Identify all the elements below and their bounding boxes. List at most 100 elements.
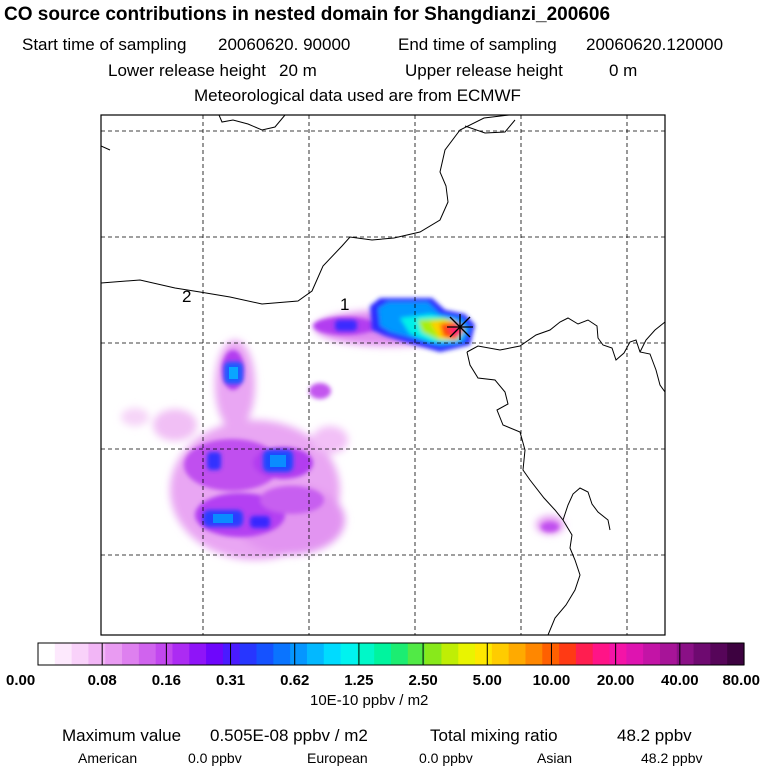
colorbar-swatch <box>592 643 611 665</box>
colorbar-swatch <box>508 643 527 665</box>
coastline <box>639 321 665 353</box>
colorbar-swatch <box>38 643 56 665</box>
coastline <box>562 487 611 531</box>
chart-title: CO source contributions in nested domain… <box>4 4 611 25</box>
graticule <box>101 115 665 635</box>
colorbar-tick-label: 1.25 <box>344 672 373 689</box>
field-region <box>229 367 238 379</box>
colorbar-tick-label: 0.08 <box>88 672 117 689</box>
field-region <box>121 408 149 426</box>
colorbar-tick-label: 80.00 <box>722 672 760 689</box>
colorbar-tick-label: 40.00 <box>661 672 699 689</box>
colorbar-tick-label: 0.62 <box>280 672 309 689</box>
map-panel: 1 2 <box>100 114 666 636</box>
colorbar-swatch <box>727 643 745 665</box>
asian-value: 48.2 ppbv <box>641 750 703 766</box>
colorbar-swatch <box>340 643 358 665</box>
coastlines <box>101 115 665 635</box>
colorbar-swatch <box>206 643 224 665</box>
source-field <box>121 298 564 560</box>
american-value: 0.0 ppbv <box>188 750 242 766</box>
colorbar-tick-label: 2.50 <box>408 672 437 689</box>
colorbar-swatch <box>424 643 443 665</box>
colorbar-swatch <box>559 643 577 665</box>
colorbar-swatch <box>643 643 661 665</box>
coastline <box>218 115 286 131</box>
field-region <box>260 486 324 514</box>
colorbar-swatch <box>693 643 711 665</box>
total-mixing-value: 48.2 ppbv <box>617 726 692 745</box>
total-mixing-label: Total mixing ratio <box>430 726 558 745</box>
colorbar-swatch <box>256 643 274 665</box>
european-label: European <box>307 750 368 766</box>
colorbar-tick-label: 10.00 <box>533 672 571 689</box>
european-value: 0.0 ppbv <box>419 750 473 766</box>
end-time-label: End time of sampling <box>398 35 557 54</box>
coastline <box>466 317 665 393</box>
colorbar-swatch <box>710 643 728 665</box>
colorbar-tick-label: 0.31 <box>216 672 245 689</box>
colorbar-tick-label: 0.16 <box>152 672 181 689</box>
receptor-marker <box>447 314 473 340</box>
colorbar-swatch <box>458 643 476 665</box>
colorbar-swatch <box>491 643 510 665</box>
colorbar-swatch <box>290 643 308 665</box>
start-time-value: 20060620. 90000 <box>218 35 351 54</box>
colorbar-swatch <box>475 643 493 665</box>
field-region <box>312 426 348 454</box>
coastline <box>466 351 581 635</box>
start-time-label: Start time of sampling <box>22 35 187 54</box>
colorbar-tick-label: 20.00 <box>597 672 635 689</box>
colorbar-swatch <box>525 643 543 665</box>
colorbar-swatch <box>273 643 291 665</box>
colorbar-swatch <box>391 643 409 665</box>
max-value: 0.505E-08 ppbv / m2 <box>210 726 368 745</box>
colorbar-swatch <box>105 643 123 665</box>
map-frame <box>100 114 666 636</box>
field-region <box>541 522 559 532</box>
colorbar-swatch <box>138 643 157 665</box>
colorbar-tick-label: 0.00 <box>6 672 35 689</box>
lower-release-label: Lower release height <box>108 61 266 80</box>
colorbar-swatch <box>374 643 392 665</box>
colorbar-unit: 10E-10 ppbv / m2 <box>310 692 429 709</box>
colorbar-swatch <box>659 643 678 665</box>
colorbar-swatch <box>575 643 594 665</box>
field-region <box>270 455 286 467</box>
field-region <box>335 320 357 331</box>
colorbar-swatch <box>626 643 644 665</box>
field-region <box>213 514 233 523</box>
coastline <box>101 115 510 305</box>
contour-label-1: 1 <box>340 295 349 314</box>
coastline <box>101 145 111 151</box>
field-region <box>309 383 331 399</box>
field-region <box>207 452 221 470</box>
met-data-line: Meteorological data used are from ECMWF <box>194 86 521 105</box>
colorbar-swatch <box>222 643 241 665</box>
colorbar-swatch <box>122 643 140 665</box>
colorbar-swatch <box>155 643 174 665</box>
upper-release-value: 0 m <box>609 61 638 80</box>
colorbar-swatch <box>676 643 695 665</box>
max-value-label: Maximum value <box>62 726 182 745</box>
field-region <box>184 439 280 491</box>
lower-release-value: 20 m <box>279 61 317 80</box>
colorbar-tick-label: 5.00 <box>473 672 502 689</box>
colorbar-swatch <box>172 643 190 665</box>
colorbar-swatch <box>88 643 106 665</box>
colorbar-swatch <box>609 643 627 665</box>
colorbar-swatch <box>407 643 426 665</box>
contour-label-2: 2 <box>182 287 191 306</box>
colorbar-swatch <box>239 643 258 665</box>
colorbar-ticks: 0.00 0.08 0.16 0.31 0.62 1.25 2.50 5.00 10.00 20.… <box>6 643 760 689</box>
upper-release-label: Upper release height <box>405 61 563 80</box>
end-time-value: 20060620.120000 <box>586 35 724 54</box>
colorbar-swatch <box>441 643 459 665</box>
coastline <box>464 119 516 134</box>
colorbar-frame <box>37 642 745 666</box>
colorbar-swatch <box>357 643 375 665</box>
colorbar-swatch <box>306 643 325 665</box>
field-region <box>250 516 270 528</box>
colorbar <box>37 642 745 666</box>
